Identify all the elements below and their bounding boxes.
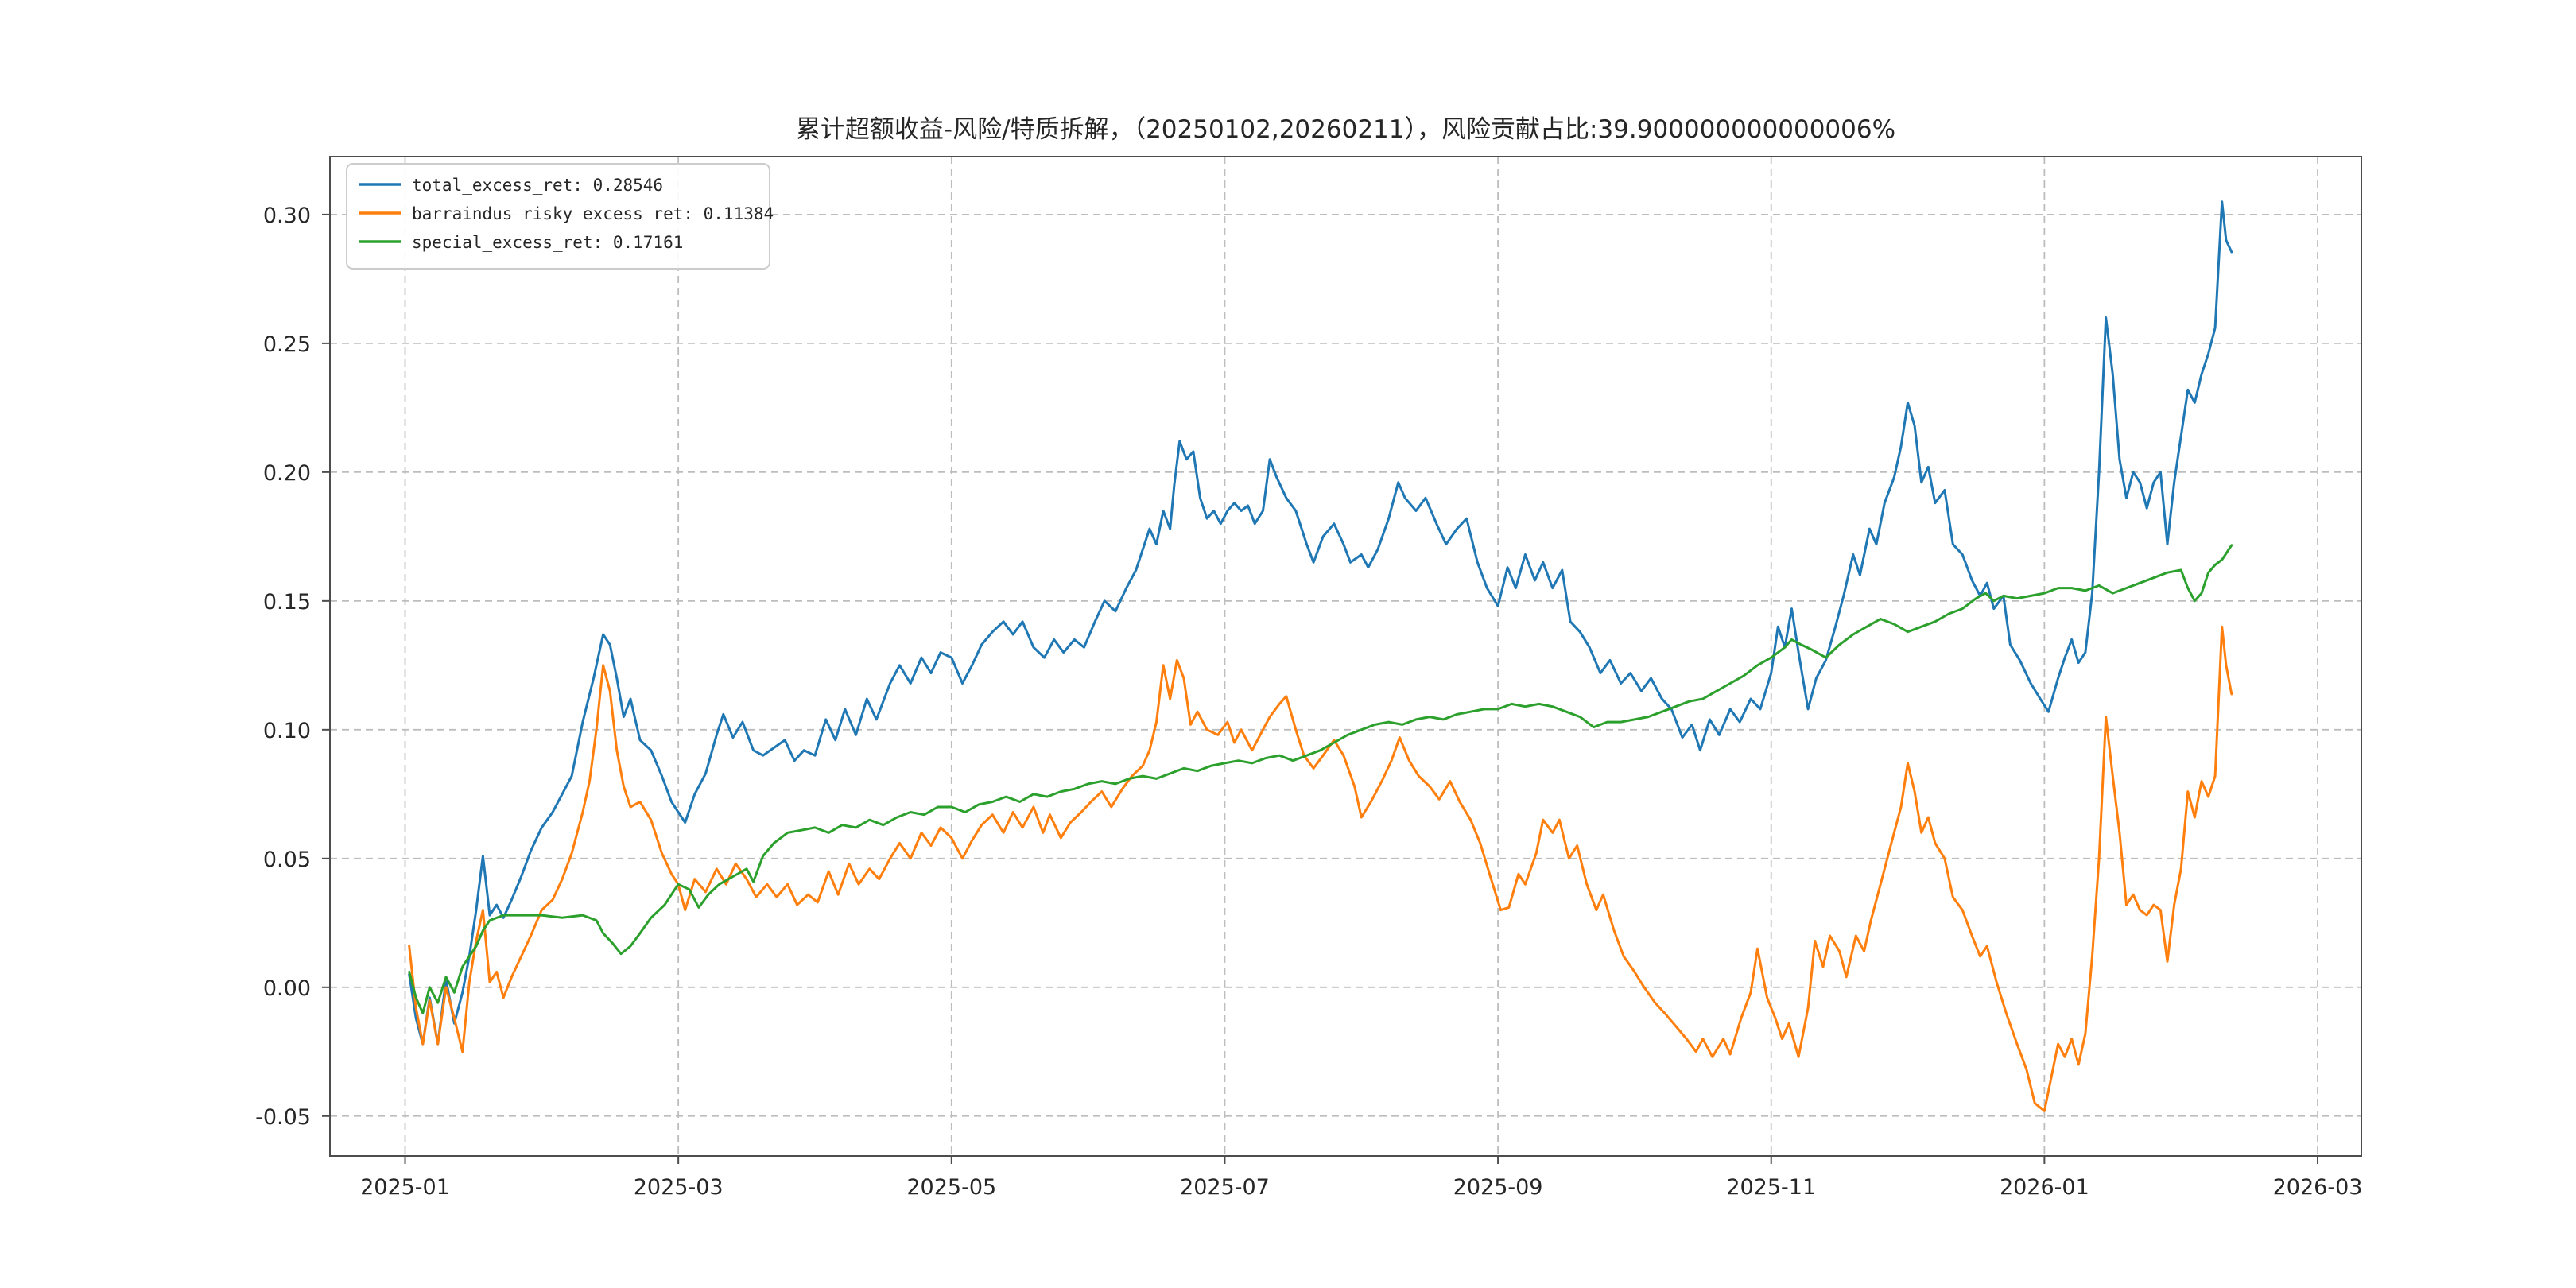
legend-label-barraindus_risky_excess_ret: barraindus_risky_excess_ret: 0.11384 [412, 204, 774, 223]
y-tick-label: -0.05 [255, 1105, 311, 1130]
grid-lines [330, 157, 2361, 1156]
y-tick-label: 0.10 [263, 719, 311, 743]
legend-label-total_excess_ret: total_excess_ret: 0.28546 [412, 176, 663, 195]
y-tick-label: 0.25 [263, 332, 311, 357]
series-line-barraindus_risky_excess_ret [408, 625, 2233, 1112]
legend-label-special_excess_ret: special_excess_ret: 0.17161 [412, 233, 683, 252]
y-tick-label: 0.20 [263, 461, 311, 486]
x-tick-label: 2026-03 [2273, 1175, 2363, 1200]
chart-title: 累计超额收益-风险/特质拆解，（20250102,20260211），风险贡献占… [795, 115, 1896, 144]
y-tick-label: 0.30 [263, 204, 311, 228]
axis-tick-labels: 2025-01 2025-03 2025-05 2025-07 2025-09 2025-… [255, 204, 2362, 1200]
x-tick-label: 2025-03 [634, 1175, 724, 1200]
x-tick-label: 2025-01 [360, 1175, 450, 1200]
series-line-special_excess_ret [408, 544, 2233, 1014]
x-tick-label: 2025-09 [1453, 1175, 1543, 1200]
plot-border [329, 156, 2362, 1157]
y-tick-label: 0.05 [263, 848, 311, 872]
x-tick-label: 2025-07 [1180, 1175, 1270, 1200]
plot-background [330, 157, 2361, 1156]
x-tick-label: 2026-01 [2000, 1175, 2089, 1200]
legend-box [346, 163, 770, 270]
y-tick-label: 0.00 [263, 976, 311, 1001]
x-tick-label: 2025-05 [906, 1175, 996, 1200]
axis-tick-marks [322, 213, 2319, 1164]
x-tick-label: 2025-11 [1726, 1175, 1816, 1200]
y-tick-label: 0.15 [263, 590, 311, 615]
legend: total_excess_ret: 0.28546 barraindus_risk… [346, 163, 774, 270]
